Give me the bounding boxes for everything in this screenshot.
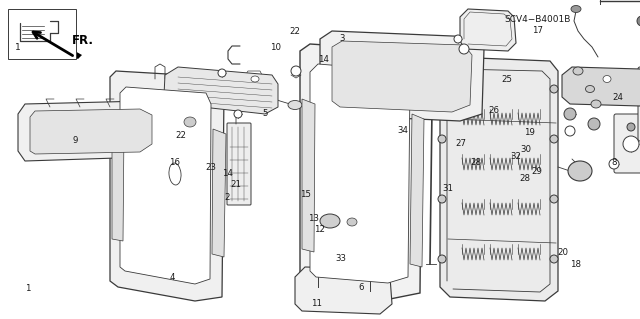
Text: 22: 22 [289,27,300,36]
Ellipse shape [169,163,181,185]
Ellipse shape [591,100,601,108]
Text: 10: 10 [269,43,281,52]
Circle shape [637,16,640,26]
FancyBboxPatch shape [416,71,438,103]
Polygon shape [562,67,640,106]
Polygon shape [112,124,124,241]
Circle shape [438,255,446,263]
Polygon shape [110,71,224,301]
Ellipse shape [573,67,583,75]
Text: FR.: FR. [72,34,94,48]
Text: SCV4−B4001B: SCV4−B4001B [505,14,571,24]
Polygon shape [310,64,410,283]
Circle shape [459,44,469,54]
Text: 1: 1 [25,284,30,293]
Circle shape [550,255,558,263]
Polygon shape [212,129,226,257]
Polygon shape [30,109,152,154]
Circle shape [588,118,600,130]
FancyBboxPatch shape [227,123,251,205]
Text: 15: 15 [300,190,312,199]
Text: 25: 25 [501,75,513,84]
Circle shape [550,85,558,93]
Text: 30: 30 [520,145,532,154]
Circle shape [438,85,446,93]
Text: 9: 9 [73,136,78,145]
Text: 2: 2 [225,193,230,202]
Text: 3: 3 [340,34,345,43]
Text: 18: 18 [570,260,582,269]
Circle shape [609,159,619,169]
Text: 5: 5 [263,109,268,118]
Circle shape [438,135,446,143]
Text: 29: 29 [531,167,541,176]
Polygon shape [410,114,424,267]
Text: 1: 1 [15,42,21,51]
Text: 22: 22 [175,131,186,140]
Text: 12: 12 [314,225,326,234]
Polygon shape [120,87,211,284]
Text: 8: 8 [612,158,617,167]
Polygon shape [332,41,472,112]
Text: 11: 11 [311,299,323,308]
Ellipse shape [320,214,340,228]
Ellipse shape [347,218,357,226]
Text: 32: 32 [510,152,522,161]
Text: 21: 21 [230,180,241,189]
Circle shape [438,195,446,203]
Bar [8,9,76,59]
Text: 27: 27 [455,139,467,148]
Ellipse shape [586,85,595,93]
Polygon shape [164,67,278,114]
Text: 28: 28 [519,174,531,183]
Ellipse shape [571,5,581,12]
Polygon shape [28,25,82,59]
Circle shape [550,135,558,143]
Polygon shape [302,99,315,252]
Ellipse shape [288,100,302,109]
Text: 20: 20 [557,248,569,256]
Circle shape [234,110,242,118]
Text: 31: 31 [442,184,454,193]
Polygon shape [440,57,558,301]
Text: 14: 14 [221,169,233,178]
Polygon shape [18,101,162,161]
Text: 33: 33 [335,254,347,263]
Ellipse shape [251,76,259,82]
Polygon shape [295,267,392,314]
Circle shape [627,123,635,131]
Circle shape [565,126,575,136]
Ellipse shape [603,76,611,83]
Text: 4: 4 [170,273,175,282]
Ellipse shape [439,61,455,73]
Circle shape [291,66,301,76]
Text: 34: 34 [397,126,409,135]
FancyBboxPatch shape [638,67,640,141]
Text: 6: 6 [359,283,364,292]
Circle shape [454,35,462,43]
Text: 23: 23 [205,163,217,172]
Polygon shape [320,31,484,121]
Text: 24: 24 [612,93,623,102]
Text: 13: 13 [308,214,319,223]
Circle shape [623,136,639,152]
Text: 26: 26 [488,106,500,115]
Ellipse shape [568,161,592,181]
Ellipse shape [184,117,196,127]
Text: 28: 28 [470,158,481,167]
FancyBboxPatch shape [614,114,640,173]
Circle shape [218,69,226,77]
Text: 17: 17 [532,26,543,35]
Polygon shape [460,9,516,51]
Text: 16: 16 [168,158,180,167]
Text: 19: 19 [525,128,535,137]
Polygon shape [300,44,422,299]
Circle shape [564,108,576,120]
Text: 14: 14 [317,56,329,64]
Circle shape [550,195,558,203]
